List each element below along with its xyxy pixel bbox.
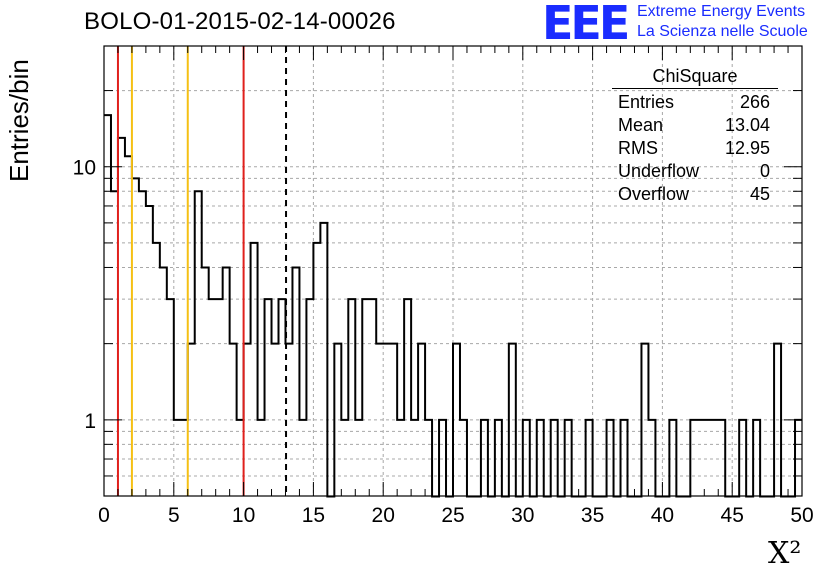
stats-value: 45 (749, 184, 770, 204)
stats-label: RMS (618, 138, 658, 158)
x-tick-label: 40 (651, 504, 674, 527)
x-tick-label: 50 (790, 504, 813, 527)
stats-row-entries: Entries 266 (612, 91, 778, 114)
y-tick-label: 1 (84, 410, 96, 433)
stats-value: 266 (739, 92, 770, 112)
stats-row-underflow: Underflow 0 (612, 160, 778, 183)
stats-label: Overflow (618, 184, 690, 204)
x-tick-label: 10 (232, 504, 255, 527)
stats-row-mean: Mean 13.04 (612, 114, 778, 137)
chart-title: BOLO-01-2015-02-14-00026 (84, 8, 396, 35)
x-tick-label: 0 (98, 504, 110, 527)
stats-row-overflow: Overflow 45 (612, 183, 778, 206)
x-axis-label: X² (768, 536, 802, 571)
x-tick-label: 5 (168, 504, 180, 527)
x-tick-label: 25 (441, 504, 464, 527)
stats-value: 13.04 (724, 115, 770, 135)
logo-line-1: Extreme Energy Events (637, 3, 806, 20)
stats-value: 12.95 (724, 138, 770, 158)
stats-label: Underflow (618, 161, 700, 181)
x-tick-label: 35 (581, 504, 604, 527)
stats-label: Entries (618, 92, 675, 112)
x-tick-label: 20 (372, 504, 395, 527)
stats-row-rms: RMS 12.95 (612, 137, 778, 160)
stats-label: Mean (618, 115, 664, 135)
eee-logo: EEE (542, 0, 630, 50)
x-tick-label: 15 (302, 504, 325, 527)
y-axis-label-text: Entries/bin (4, 59, 34, 182)
y-tick-label: 10 (73, 157, 96, 180)
stats-box: ChiSquare Entries 266 Mean 13.04 RMS 12.… (612, 66, 778, 206)
stats-title: ChiSquare (612, 66, 778, 89)
logo-line-2: La Scienza nelle Scuole (637, 23, 808, 40)
x-tick-label: 45 (721, 504, 744, 527)
stats-value: 0 (759, 161, 770, 181)
x-tick-label: 30 (511, 504, 534, 527)
